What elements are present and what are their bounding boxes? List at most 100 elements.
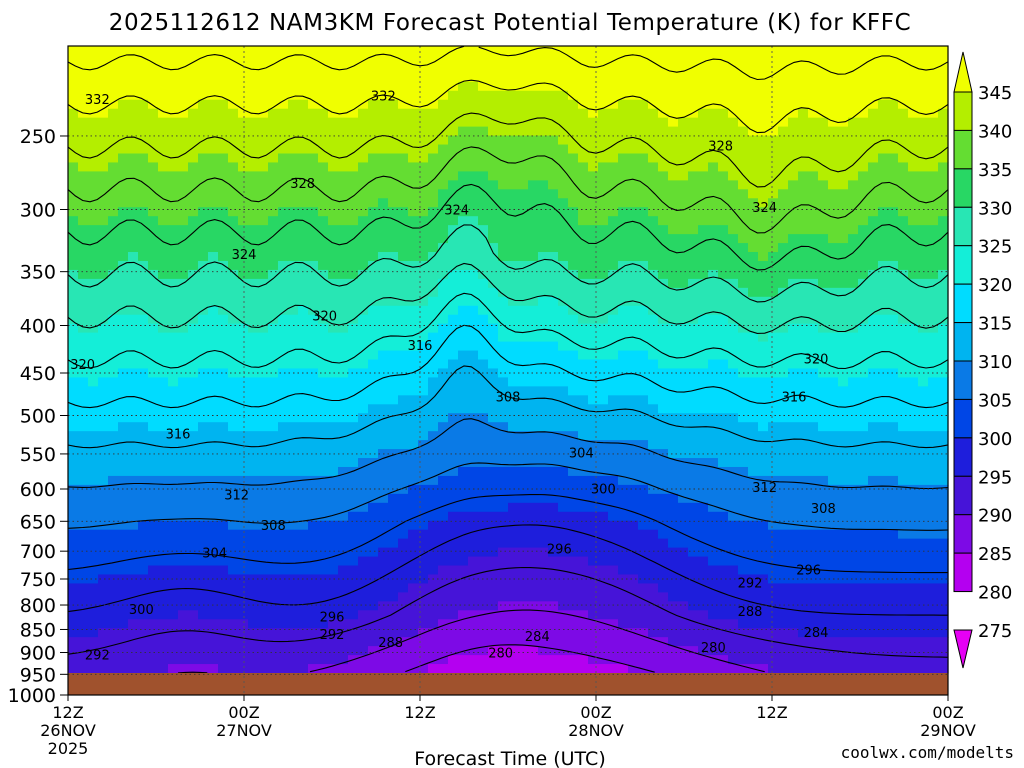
theta-cell — [288, 99, 299, 155]
theta-cell — [738, 243, 749, 289]
theta-cell — [758, 475, 769, 522]
theta-cell — [658, 171, 669, 226]
theta-cell — [208, 305, 219, 370]
theta-cell — [908, 117, 919, 172]
theta-cell — [598, 404, 609, 441]
theta-cell — [458, 655, 469, 674]
theta-cell — [578, 655, 589, 674]
theta-cell — [338, 377, 349, 423]
contour-label: 328 — [290, 177, 315, 192]
theta-cell — [338, 332, 349, 379]
theta-cell — [148, 162, 159, 217]
theta-cell — [628, 153, 639, 208]
theta-cell — [888, 99, 899, 155]
contour-line — [67, 365, 949, 449]
theta-cell — [338, 171, 349, 226]
theta-cell — [568, 556, 579, 611]
theta-cell — [518, 431, 529, 468]
theta-cell — [248, 628, 259, 674]
theta-cell — [758, 431, 769, 477]
theta-cell — [268, 431, 279, 477]
theta-cell — [648, 449, 659, 495]
theta-cell — [728, 619, 739, 665]
theta-cell — [538, 46, 549, 92]
theta-cell — [78, 484, 89, 531]
theta-cell — [918, 46, 929, 119]
theta-cell — [788, 234, 799, 280]
contour-label: 308 — [261, 519, 286, 534]
theta-cell — [628, 484, 639, 522]
theta-cell — [548, 601, 559, 656]
theta-cell — [788, 180, 799, 235]
theta-cell — [368, 46, 379, 101]
theta-cell — [938, 162, 949, 217]
theta-cell — [808, 46, 819, 119]
theta-cell — [198, 520, 209, 567]
theta-cell — [708, 413, 719, 459]
theta-cell — [238, 431, 249, 477]
theta-cell — [178, 475, 189, 522]
contour-label: 284 — [804, 626, 829, 641]
theta-cell — [168, 475, 179, 522]
theta-cell — [78, 46, 89, 119]
theta-cell — [688, 646, 699, 674]
theta-cell — [758, 207, 769, 262]
theta-cell — [588, 117, 599, 172]
theta-cell — [158, 225, 169, 280]
theta-cell — [938, 583, 949, 638]
theta-cell — [118, 574, 129, 629]
theta-cell — [928, 484, 939, 540]
theta-cell — [628, 440, 639, 486]
theta-cell — [408, 484, 419, 531]
theta-cell — [188, 475, 199, 522]
theta-cell — [528, 260, 539, 307]
theta-cell — [678, 646, 689, 674]
theta-cell — [798, 108, 809, 172]
y-tick-label: 800 — [20, 595, 56, 617]
theta-cell — [238, 574, 249, 620]
theta-cell — [88, 637, 99, 674]
theta-cell — [868, 46, 879, 110]
theta-cell — [278, 46, 289, 110]
theta-cell — [268, 529, 279, 576]
theta-cell — [598, 475, 609, 513]
theta-cell — [168, 565, 179, 620]
theta-cell — [868, 162, 879, 217]
theta-cell — [758, 574, 769, 629]
theta-cell — [378, 198, 389, 253]
theta-cell — [578, 440, 589, 477]
theta-cell — [468, 610, 479, 656]
theta-cell — [848, 484, 859, 531]
theta-cell — [208, 475, 219, 522]
theta-cell — [328, 664, 339, 674]
theta-cell — [258, 171, 269, 226]
contour-label: 320 — [312, 309, 337, 324]
theta-cell — [898, 637, 909, 674]
y-tick-label: 450 — [20, 363, 56, 385]
theta-cell — [338, 225, 349, 280]
contour-label: 288 — [378, 636, 403, 651]
theta-cell — [778, 189, 789, 244]
theta-cell — [818, 637, 829, 674]
theta-cell — [648, 269, 659, 316]
theta-cell — [618, 260, 629, 307]
theta-cell — [718, 46, 729, 110]
theta-cell — [648, 46, 659, 110]
theta-cell — [608, 440, 619, 477]
theta-cell — [688, 610, 699, 647]
theta-cell — [848, 377, 859, 432]
theta-cell — [78, 377, 89, 432]
theta-cell — [558, 305, 569, 352]
theta-cell — [848, 431, 859, 486]
theta-cell — [558, 144, 569, 199]
theta-cell — [828, 126, 839, 190]
theta-cell — [648, 216, 659, 271]
x-axis-label: Forecast Time (UTC) — [414, 748, 605, 768]
theta-cell — [728, 234, 739, 280]
theta-cell — [608, 216, 619, 271]
theta-cell — [528, 305, 539, 343]
contour-label: 312 — [752, 481, 777, 496]
theta-cell — [408, 583, 419, 638]
theta-cell — [598, 225, 609, 280]
theta-cell — [628, 207, 639, 262]
